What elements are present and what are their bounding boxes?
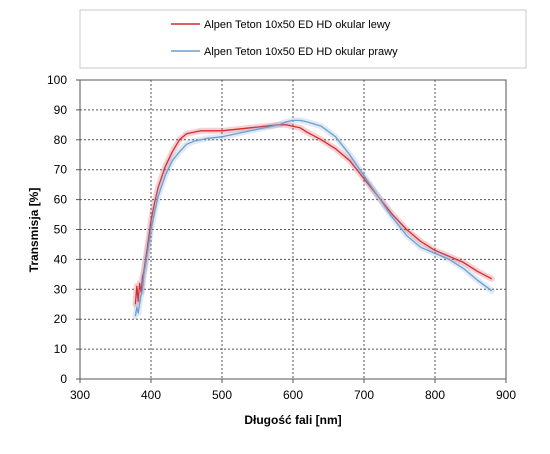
series-halo: [132, 121, 495, 308]
x-tick-label: 300: [70, 388, 90, 402]
series-lines: [132, 117, 495, 320]
y-tick-label: 0: [60, 372, 67, 386]
legend-box: [79, 9, 527, 69]
y-tick-label: 60: [54, 193, 68, 207]
legend-label: Alpen Teton 10x50 ED HD okular prawy: [204, 46, 398, 58]
series-line: [134, 124, 493, 305]
grid: [80, 80, 506, 379]
series-line: [134, 119, 493, 317]
legend-label: Alpen Teton 10x50 ED HD okular lewy: [204, 19, 391, 31]
x-tick-label: 900: [496, 388, 516, 402]
y-tick-label: 30: [54, 282, 68, 296]
y-tick-label: 100: [47, 73, 67, 87]
y-tick-label: 80: [54, 133, 68, 147]
x-axis-label: Długość fali [nm]: [244, 413, 341, 427]
x-tick-label: 700: [354, 388, 374, 402]
series-halo: [132, 117, 495, 320]
y-tick-label: 90: [54, 103, 68, 117]
y-tick-label: 50: [54, 223, 68, 237]
y-axis-label: Transmisja [%]: [27, 188, 41, 273]
x-tick-label: 600: [283, 388, 303, 402]
y-tick-label: 10: [54, 342, 68, 356]
legend: Alpen Teton 10x50 ED HD okular lewy Alpen…: [79, 9, 527, 69]
y-tick-label: 70: [54, 163, 68, 177]
x-tick-label: 800: [425, 388, 445, 402]
tick-labels: 300 400 500 600 700 800 900 0 10 20 30 40 50 60 70 80 90…: [47, 73, 516, 402]
y-tick-label: 40: [54, 252, 68, 266]
x-tick-label: 400: [141, 388, 161, 402]
axes: [76, 79, 507, 383]
y-tick-label: 20: [54, 312, 68, 326]
x-tick-label: 500: [212, 388, 232, 402]
